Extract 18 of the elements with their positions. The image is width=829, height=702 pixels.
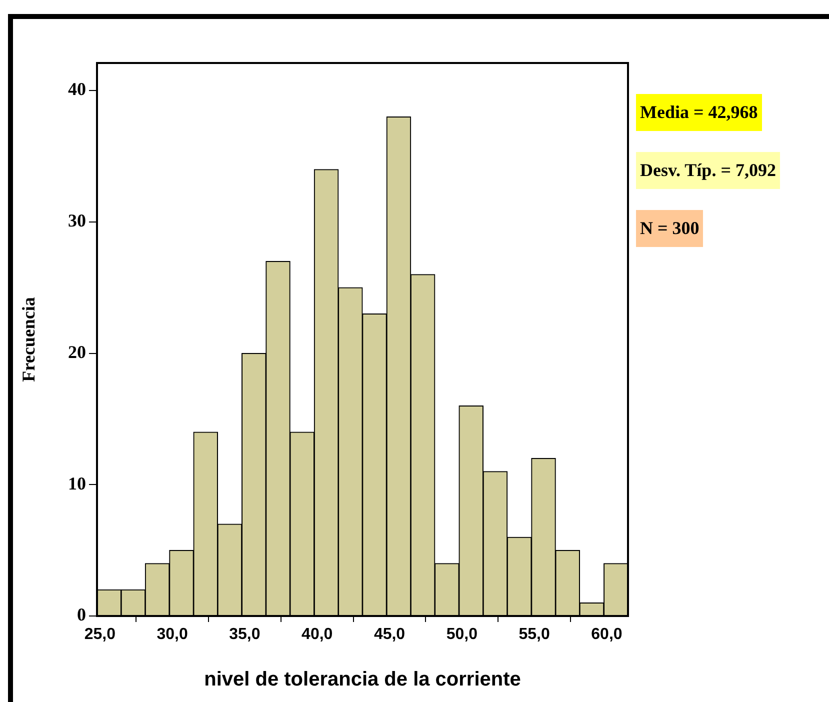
y-tick-label: 20 [68,342,86,362]
x-tick-label: 35,0 [229,626,260,644]
x-tick-label: 30,0 [156,626,188,644]
x-tick-label: 50,0 [446,626,478,644]
x-tick-label: 55,0 [518,626,550,644]
y-axis-title: Frecuencia [18,297,38,382]
y-tick-label: 30 [68,210,86,231]
x-axis-title: nivel de tolerancia de la corriente [204,668,521,691]
y-tick-label: 40 [68,79,86,100]
x-tick-label: 40,0 [302,626,333,644]
x-tick-label: 45,0 [374,626,406,644]
text: Desv. Típ. = 7,092 [636,152,780,189]
text: Media = 42,968 [636,94,762,131]
y-tick-label: 0 [77,604,86,625]
text: N = 300 [636,210,704,247]
y-tick-label: 10 [68,473,86,494]
x-tick-label: 25,0 [84,626,116,644]
x-tick-label: 60,0 [591,626,622,644]
